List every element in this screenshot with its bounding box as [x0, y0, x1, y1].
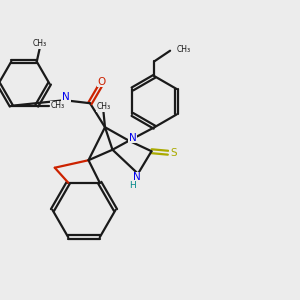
Text: S: S	[170, 148, 177, 158]
Text: N: N	[129, 133, 136, 143]
Text: CH₃: CH₃	[96, 102, 111, 111]
Text: N: N	[62, 92, 70, 102]
Text: N: N	[133, 172, 140, 182]
Text: CH₃: CH₃	[177, 45, 191, 54]
Text: CH₃: CH₃	[33, 39, 47, 48]
Text: H: H	[56, 102, 62, 111]
Text: CH₃: CH₃	[51, 101, 65, 110]
Text: O: O	[98, 76, 106, 87]
Text: H: H	[129, 181, 136, 190]
